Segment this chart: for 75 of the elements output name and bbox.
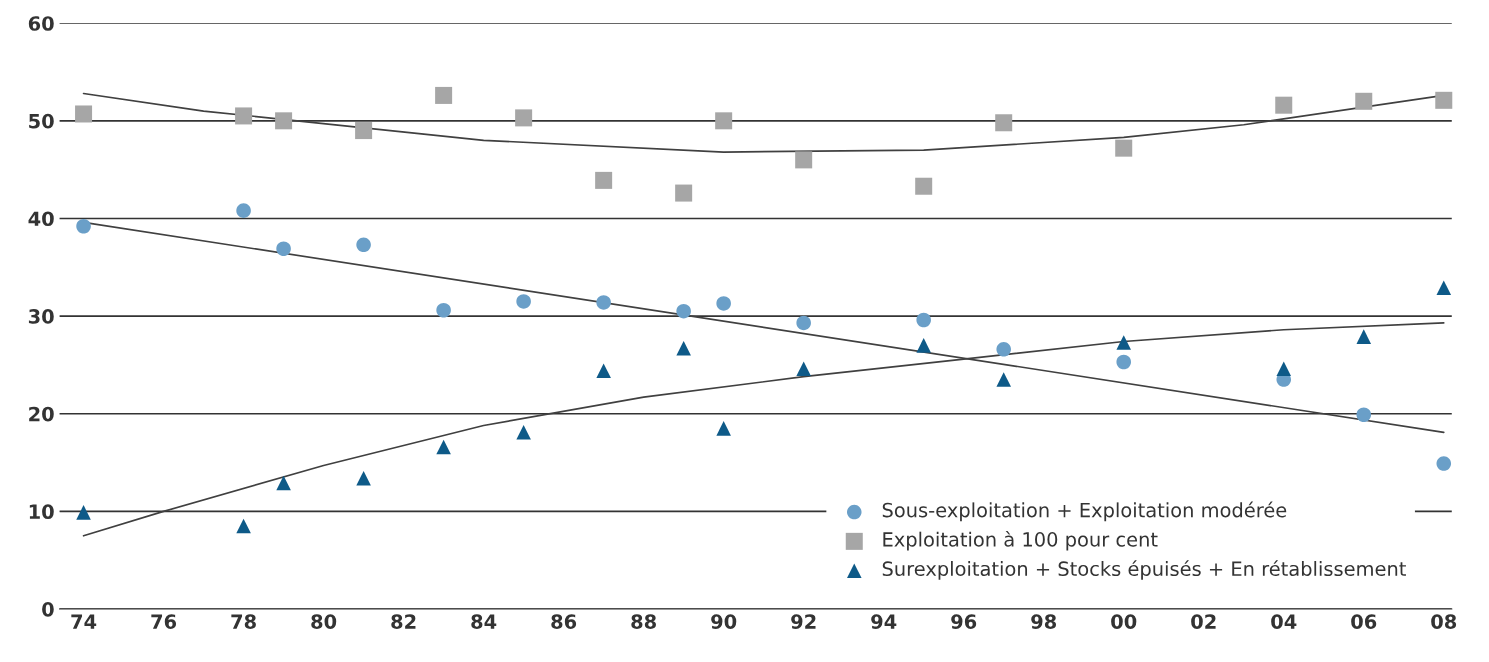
x-tick-label: 86 xyxy=(551,614,577,629)
point xyxy=(516,294,531,309)
point xyxy=(996,342,1011,357)
point xyxy=(236,203,251,218)
y-tick-label: 40 xyxy=(28,211,54,227)
point xyxy=(76,505,91,520)
point xyxy=(515,109,533,127)
y-tick-label: 30 xyxy=(28,309,54,324)
x-tick-label: 88 xyxy=(631,614,656,629)
point xyxy=(596,363,611,379)
x-tick-label: 98 xyxy=(1031,614,1057,629)
point xyxy=(1436,280,1452,296)
x-tick-label: 82 xyxy=(391,614,416,629)
point xyxy=(995,114,1013,132)
x-tick-label: 84 xyxy=(471,614,497,629)
y-tick-label: 60 xyxy=(28,16,54,31)
x-tick-label: 74 xyxy=(71,614,97,629)
x-tick-label: 96 xyxy=(951,614,977,629)
point xyxy=(516,425,531,440)
legend-label: Exploitation à 100 pour cent xyxy=(883,530,1158,551)
point xyxy=(916,312,931,328)
x-tick-label: 02 xyxy=(1191,614,1216,629)
point xyxy=(996,372,1011,387)
point xyxy=(1356,329,1372,344)
legend-label: Sous-exploitation + Exploitation modérée xyxy=(882,501,1287,522)
point xyxy=(356,470,371,486)
y-tick-label: 50 xyxy=(29,113,54,129)
point xyxy=(276,241,291,257)
point xyxy=(75,105,93,123)
point xyxy=(276,475,291,491)
x-tick-label: 06 xyxy=(1351,614,1377,629)
point xyxy=(356,237,371,253)
x-tick-label: 04 xyxy=(1271,614,1297,629)
y-tick-label: 10 xyxy=(29,504,54,520)
point xyxy=(1275,96,1293,114)
point xyxy=(235,107,253,125)
x-tick-label: 00 xyxy=(1111,614,1137,629)
point xyxy=(236,518,251,534)
point xyxy=(1436,456,1452,471)
legend-label: Surexploitation + Stocks épuisés + En rétablissement xyxy=(882,560,1406,580)
x-tick-label: 92 xyxy=(791,614,816,629)
point xyxy=(716,296,731,311)
point xyxy=(1355,92,1373,110)
point xyxy=(1116,354,1132,370)
point xyxy=(676,341,691,356)
point xyxy=(795,151,813,169)
x-tick-label: 78 xyxy=(231,614,256,629)
point xyxy=(595,171,613,189)
point xyxy=(675,184,693,202)
point xyxy=(355,122,373,140)
point xyxy=(915,177,933,195)
point xyxy=(1356,407,1372,423)
x-tick-label: 80 xyxy=(311,614,337,629)
x-tick-label: 94 xyxy=(871,614,897,629)
point xyxy=(435,86,453,104)
point xyxy=(796,361,811,377)
x-tick-label: 76 xyxy=(151,614,177,629)
point xyxy=(676,303,691,319)
x-tick-label: 08 xyxy=(1431,614,1457,629)
point xyxy=(596,295,611,310)
point xyxy=(76,218,91,234)
point xyxy=(275,112,293,130)
point xyxy=(916,338,931,353)
y-tick-label: 0 xyxy=(42,602,54,617)
x-tick-label: 90 xyxy=(711,614,737,629)
point xyxy=(715,112,733,130)
point xyxy=(436,439,451,455)
point xyxy=(716,421,731,436)
y-tick-label: 20 xyxy=(29,406,54,422)
point xyxy=(1435,91,1453,109)
point xyxy=(796,315,811,331)
point xyxy=(1115,139,1133,157)
point xyxy=(1276,361,1292,377)
point xyxy=(1116,335,1132,350)
point xyxy=(436,302,451,318)
